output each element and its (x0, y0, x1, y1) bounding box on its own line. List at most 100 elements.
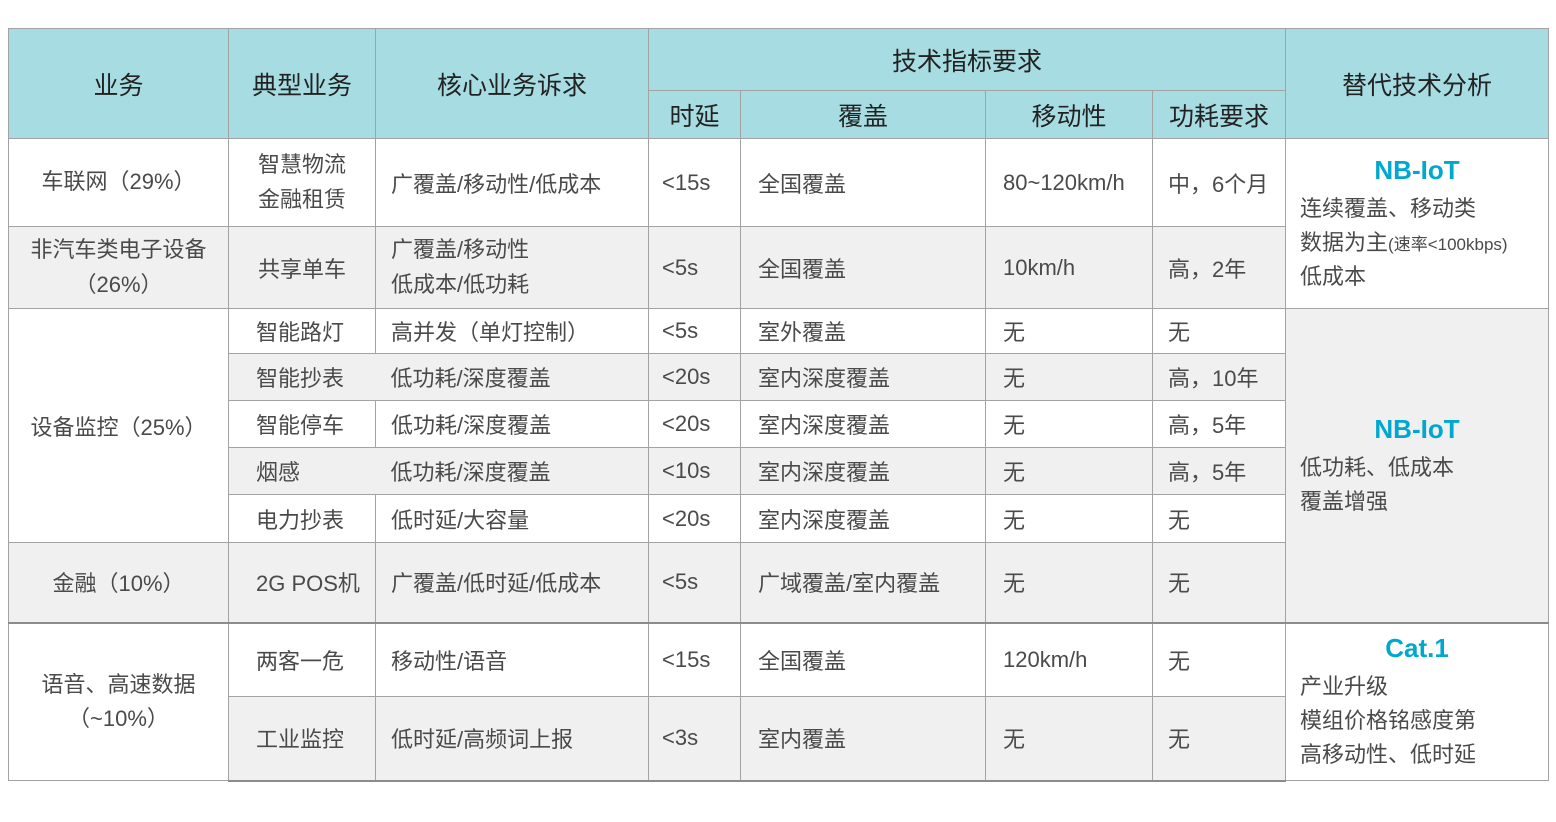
core-cell: 低时延/大容量 (375, 494, 649, 543)
mobility-cell: 无 (985, 400, 1153, 448)
mobility-cell: 无 (985, 542, 1153, 623)
core-cell: 低时延/高频词上报 (375, 696, 649, 782)
typical-cell: 共享单车 (228, 226, 376, 309)
coverage-cell: 全国覆盖 (740, 621, 986, 697)
latency-cell: <15s (648, 621, 741, 697)
business-group-cell: 金融（10%） (8, 542, 229, 623)
alt-tech-block-cat1: Cat.1 产业升级 模组价格铭感度第 高移动性、低时延 (1285, 621, 1550, 781)
table-row: 车联网（29%） 智慧物流 金融租赁 广覆盖/移动性/低成本 <15s 全国覆盖… (8, 138, 1550, 309)
typical-cell: 工业监控 (228, 696, 376, 782)
core-cell: 高并发（单灯控制） (375, 308, 649, 354)
business-group-cell: 非汽车类电子设备 （26%） (8, 226, 229, 309)
coverage-cell: 室内覆盖 (740, 696, 986, 782)
coverage-cell: 室外覆盖 (740, 308, 986, 354)
power-cell: 高，2年 (1151, 226, 1287, 309)
core-cell: 广覆盖/移动性/低成本 (375, 138, 649, 227)
power-cell: 高，5年 (1151, 447, 1287, 495)
coverage-cell: 广域覆盖/室内覆盖 (740, 542, 986, 623)
power-cell: 高，10年 (1151, 353, 1287, 401)
latency-cell: <3s (648, 696, 741, 782)
header-row-top: 业务 典型业务 核心业务诉求 技术指标要求 替代技术分析 (8, 28, 1550, 139)
col-header-coverage: 覆盖 (740, 90, 986, 139)
mobility-cell: 无 (985, 308, 1153, 354)
col-header-business: 业务 (8, 28, 229, 139)
coverage-cell: 室内深度覆盖 (740, 447, 986, 495)
core-cell: 广覆盖/低时延/低成本 (375, 542, 649, 623)
coverage-cell: 室内深度覆盖 (740, 400, 986, 448)
table-row: 语音、高速数据 （~10%） 两客一危 移动性/语音 <15s 全国覆盖 120… (8, 621, 1550, 781)
alt-tech-title: NB-IoT (1374, 154, 1460, 185)
table-row: 智能停车 低功耗/深度覆盖 <20s 室内深度覆盖 无 高，5年 (9, 400, 1549, 448)
mobility-cell: 无 (985, 447, 1153, 495)
header-row-sub: 时延 覆盖 移动性 功耗要求 (9, 90, 1549, 139)
core-cell: 广覆盖/移动性 低成本/低功耗 (375, 226, 649, 309)
mobility-cell: 120km/h (985, 621, 1153, 697)
coverage-cell: 全国覆盖 (740, 138, 986, 227)
alt-tech-line: 数据为主(速率<100kbps) (1300, 229, 1508, 255)
alt-tech-block-nbiot-2: NB-IoT 低功耗、低成本 覆盖增强 (1285, 308, 1550, 623)
power-cell: 无 (1151, 494, 1287, 543)
typical-cell: 烟感 (228, 447, 376, 495)
rate-note: (速率<100kbps) (1388, 234, 1508, 254)
alt-tech-line: 低成本 (1300, 264, 1367, 290)
typical-cell: 智慧物流 金融租赁 (228, 138, 376, 227)
table-row: 金融（10%） 2G POS机 广覆盖/低时延/低成本 <5s 广域覆盖/室内覆… (8, 542, 1549, 623)
power-cell: 中，6个月 (1151, 138, 1287, 227)
table-row: 非汽车类电子设备 （26%） 共享单车 广覆盖/移动性 低成本/低功耗 <5s … (8, 226, 1549, 309)
latency-cell: <5s (648, 308, 741, 354)
alt-tech-line: 模组价格铭感度第 (1300, 708, 1477, 734)
col-header-mobility: 移动性 (985, 90, 1153, 139)
coverage-cell: 室内深度覆盖 (740, 494, 986, 543)
latency-cell: <15s (648, 138, 741, 227)
alt-tech-line: 连续覆盖、移动类 (1300, 195, 1477, 221)
typical-cell: 电力抄表 (228, 494, 376, 543)
mobility-cell: 10km/h (985, 226, 1153, 309)
core-cell: 低功耗/深度覆盖 (375, 447, 649, 495)
latency-cell: <5s (648, 542, 741, 623)
typical-cell: 智能路灯 (228, 308, 376, 354)
table-row: 设备监控（25%） 智能路灯 高并发（单灯控制） <5s 室外覆盖 无 无 NB… (8, 308, 1550, 623)
alt-tech-title: NB-IoT (1374, 413, 1460, 444)
business-group-cell: 设备监控（25%） (8, 308, 229, 543)
col-header-core: 核心业务诉求 (375, 28, 649, 139)
iot-business-table: 业务 典型业务 核心业务诉求 技术指标要求 替代技术分析 时延 覆盖 移动性 功… (8, 28, 1550, 782)
alt-tech-title: Cat.1 (1385, 633, 1449, 664)
power-cell: 无 (1151, 621, 1287, 697)
core-cell: 低功耗/深度覆盖 (375, 400, 649, 448)
mobility-cell: 80~120km/h (985, 138, 1153, 227)
latency-cell: <5s (648, 226, 741, 309)
latency-cell: <20s (648, 353, 741, 401)
power-cell: 高，5年 (1151, 400, 1287, 448)
alt-tech-block-nbiot-1: NB-IoT 连续覆盖、移动类 数据为主(速率<100kbps) 低成本 (1285, 138, 1550, 309)
latency-cell: <10s (648, 447, 741, 495)
col-header-alternative: 替代技术分析 (1285, 28, 1550, 139)
typical-cell: 2G POS机 (228, 542, 376, 623)
coverage-cell: 室内深度覆盖 (740, 353, 986, 401)
alt-tech-line: 高移动性、低时延 (1300, 742, 1477, 768)
business-group-cell: 车联网（29%） (8, 138, 229, 227)
core-cell: 移动性/语音 (375, 621, 649, 697)
typical-cell: 智能抄表 (228, 353, 376, 401)
col-header-latency: 时延 (648, 90, 741, 139)
col-header-typical: 典型业务 (228, 28, 376, 139)
table-row: 烟感 低功耗/深度覆盖 <10s 室内深度覆盖 无 高，5年 (9, 447, 1549, 495)
mobility-cell: 无 (985, 494, 1153, 543)
mobility-cell: 无 (985, 353, 1153, 401)
typical-cell: 智能停车 (228, 400, 376, 448)
table-row: 电力抄表 低时延/大容量 <20s 室内深度覆盖 无 无 (9, 494, 1549, 543)
alt-tech-line: 产业升级 (1300, 674, 1389, 700)
alt-tech-line: 覆盖增强 (1300, 488, 1389, 514)
coverage-cell: 全国覆盖 (740, 226, 986, 309)
power-cell: 无 (1151, 542, 1287, 623)
latency-cell: <20s (648, 400, 741, 448)
typical-cell: 两客一危 (228, 621, 376, 697)
col-header-power: 功耗要求 (1151, 90, 1287, 139)
mobility-cell: 无 (985, 696, 1153, 782)
core-cell: 低功耗/深度覆盖 (375, 353, 649, 401)
table-row: 工业监控 低时延/高频词上报 <3s 室内覆盖 无 无 (9, 696, 1549, 782)
alt-tech-line: 低功耗、低成本 (1300, 454, 1455, 480)
col-header-tech-requirements: 技术指标要求 (647, 28, 1287, 91)
latency-cell: <20s (648, 494, 741, 543)
power-cell: 无 (1151, 308, 1287, 354)
power-cell: 无 (1151, 696, 1287, 782)
